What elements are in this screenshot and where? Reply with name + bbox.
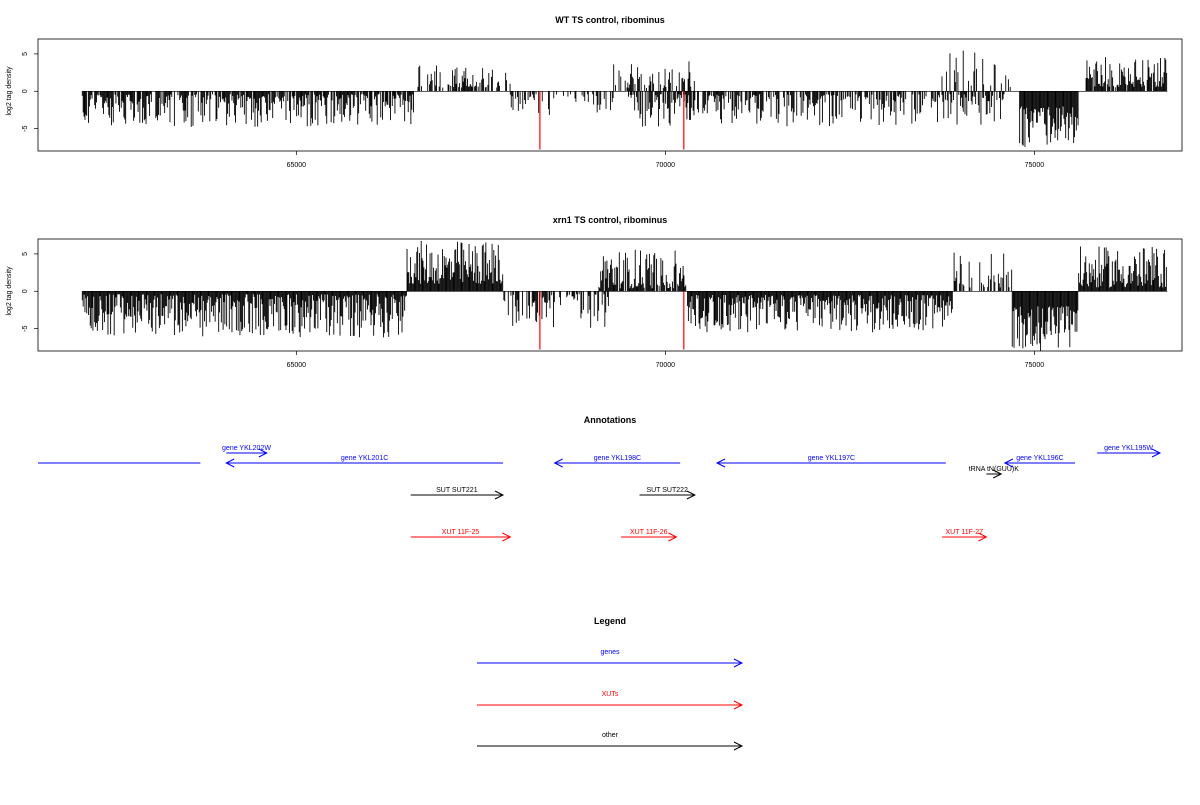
feature-label: gene YKL195W [1104,445,1153,452]
feature-label: SUT SUT222 [646,487,688,494]
x-tick-label: 65000 [287,162,307,169]
feature-label: gene YKL197C [808,455,855,462]
arrowhead-right-icon [992,469,1003,479]
annotation-features: gene YKL202W gene YKL201C gene YKL198C gene… [38,445,1162,542]
arrowhead-right-icon [668,532,678,542]
arrowhead-right-icon [494,490,505,500]
annotation-feature: XUT 11F-26 [621,529,678,542]
x-tick-label: 70000 [656,162,676,169]
y-tick-label: 0 [22,289,29,293]
y-axis-label: log2 tag density [6,66,13,116]
arrowhead-left-icon [225,458,235,468]
bars-group [81,240,1168,351]
annotations-title: Annotations [584,415,637,425]
y-tick-label: 0 [22,89,29,93]
plot-frame [37,238,1183,352]
panel-title: xrn1 TS control, ribominus [553,215,668,225]
arrowhead-right-icon [978,532,988,542]
arrowhead-right-icon [686,490,696,500]
arrowhead-right-icon [733,658,744,668]
annotation-feature: gene YKL196C [1003,455,1075,468]
arrowhead-left-icon [715,458,726,468]
annotation-feature: tRNA tN(GUU)K [969,466,1020,479]
arrowhead-right-icon [1151,448,1162,458]
feature-label: XUT 11F-25 [442,529,480,536]
arrowhead-right-icon [733,741,744,751]
axes-group: 65000 70000 75000 -5 0 5 [22,252,1044,369]
arrowhead-right-icon [502,532,512,542]
y-tick-label: 5 [22,52,29,56]
feature-label: XUT 11F-27 [946,529,984,536]
legend-item: other [477,732,744,751]
legend-label: genes [600,649,620,656]
arrowhead-left-icon [553,458,563,468]
annotation-feature: gene YKL198C [553,455,681,468]
arrowhead-right-icon [733,700,744,710]
feature-label: SUT SUT221 [436,487,478,494]
feature-label: XUT 11F-26 [630,529,668,536]
legend-panel: Legend genes XUTs other [477,616,744,751]
annotation-feature: gene YKL195W [1097,445,1162,458]
annotation-feature: SUT SUT222 [639,487,696,500]
arrowhead-right-icon [258,448,268,458]
annotation-feature: XUT 11F-27 [942,529,988,542]
axes-group: 65000 70000 75000 -5 0 5 [22,52,1044,169]
x-tick-label: 65000 [287,362,307,369]
x-tick-label: 75000 [1025,362,1045,369]
y-tick-label: 5 [22,252,29,256]
feature-label: gene YKL202W [222,445,271,452]
x-tick-label: 75000 [1025,162,1045,169]
plot-frame [37,38,1183,152]
annotation-feature: XUT 11F-25 [410,529,512,542]
xrn1-density-panel: xrn1 TS control, ribominus log2 tag dens… [6,215,1183,369]
wt-density-panel: WT TS control, ribominus log2 tag densit… [6,15,1183,169]
legend-item: XUTs [477,691,744,710]
legend-item: genes [477,649,744,668]
feature-label: gene YKL201C [341,455,388,462]
arrowhead-left-icon [1003,458,1014,468]
feature-label: gene YKL198C [594,455,641,462]
bars-group [81,50,1168,150]
legend-title: Legend [594,616,626,626]
x-tick-label: 70000 [656,362,676,369]
annotation-feature: gene YKL201C [225,455,503,468]
feature-label: gene YKL196C [1016,455,1063,462]
y-axis-label: log2 tag density [6,266,13,316]
feature-label: tRNA tN(GUU)K [969,466,1020,473]
y-tick-label: -5 [22,325,29,331]
y-tick-label: -5 [22,125,29,131]
panel-title: WT TS control, ribominus [555,15,665,25]
legend-label: XUTs [602,691,619,698]
legend-items: genes XUTs other [477,649,744,751]
annotation-feature: SUT SUT221 [410,487,505,500]
annotation-feature: gene YKL202W [222,445,271,458]
annotation-feature: gene YKL197C [715,455,946,468]
legend-label: other [602,732,619,739]
